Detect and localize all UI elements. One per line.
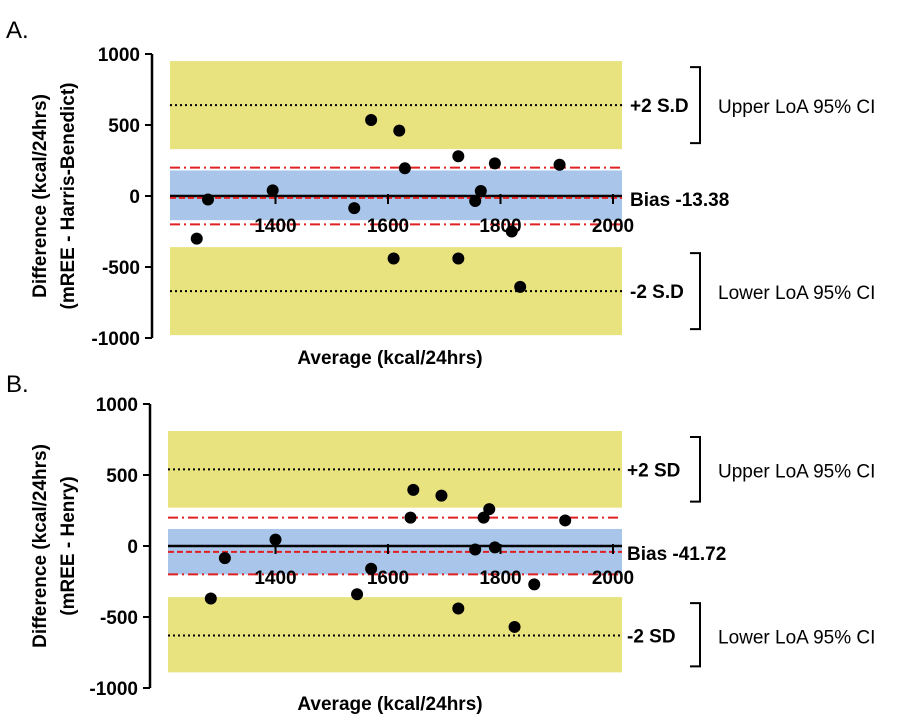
bias-label: Bias -41.72 (627, 544, 726, 565)
data-point (452, 252, 465, 265)
y-tick-label: -500 (102, 258, 140, 279)
panel-label: B. (6, 371, 29, 398)
panel-label: A. (6, 17, 29, 44)
data-point (477, 511, 490, 524)
data-point (190, 232, 203, 245)
data-point (351, 588, 364, 601)
data-point (488, 157, 501, 170)
data-point (266, 184, 279, 197)
y-tick-label: -500 (100, 608, 138, 629)
panel-b: 1400 1600 1800 2000 1000 500 0 -500 -1000 +2 SD -2… (6, 371, 875, 715)
bias-label: Bias -13.38 (630, 190, 729, 211)
x-axis-title: Average (kcal/24hrs) (297, 694, 482, 715)
data-point (553, 158, 566, 171)
y-tick-label: 1000 (98, 45, 140, 66)
upper-loa-label: +2 SD (627, 460, 680, 481)
y-tick-label: 500 (106, 466, 138, 487)
data-point (348, 202, 361, 215)
data-point (469, 194, 482, 207)
data-point (505, 225, 518, 238)
lower-loa-label: -2 SD (627, 626, 676, 647)
data-point (393, 124, 406, 137)
lower-ci-label: Lower LoA 95% CI (718, 627, 875, 648)
data-point (365, 562, 378, 575)
data-point (202, 193, 214, 206)
lower-ci-label: Lower LoA 95% CI (718, 283, 875, 304)
data-point (398, 162, 411, 175)
y-axis-title-line2: (mREE - Henry) (58, 476, 79, 615)
data-point (218, 552, 231, 565)
upper-ci-bracket (690, 435, 701, 503)
lower-ci-bracket (690, 602, 701, 668)
x-tick-label: 2000 (592, 568, 634, 589)
y-axis-title-line2: (mREE - Harris-Benedict) (58, 83, 79, 310)
y-tick-label: 0 (127, 537, 138, 558)
y-tick-label: -1000 (91, 329, 140, 350)
lower-ci-bracket (690, 252, 701, 331)
data-point (365, 114, 378, 127)
data-point (559, 514, 572, 527)
data-point (407, 483, 420, 496)
data-point (488, 541, 501, 554)
x-tick-label: 1600 (367, 216, 409, 237)
data-point (483, 503, 496, 516)
data-point (204, 592, 217, 605)
upper-ci-label: Upper LoA 95% CI (718, 461, 875, 482)
data-point (469, 543, 482, 556)
data-point (452, 150, 465, 163)
x-tick-label: 1400 (254, 216, 296, 237)
upper-loa-label: +2 S.D (630, 96, 689, 117)
y-tick-label: 0 (129, 187, 140, 208)
upper-ci-label: Upper LoA 95% CI (718, 97, 875, 118)
lower-loa-label: -2 S.D (630, 282, 684, 303)
x-axis-title: Average (kcal/24hrs) (297, 348, 482, 369)
data-point (452, 602, 465, 615)
x-tick-label: 1600 (367, 568, 409, 589)
data-point (404, 511, 417, 524)
y-tick-label: -1000 (89, 679, 138, 700)
data-point (508, 620, 521, 633)
y-axis-title-line1: Difference (kcal/24hrs) (30, 444, 51, 648)
data-point (514, 280, 527, 293)
y-axis-title-line1: Difference (kcal/24hrs) (30, 94, 51, 298)
x-tick-label: 1800 (479, 568, 521, 589)
data-point (269, 533, 282, 546)
data-point (435, 489, 448, 502)
data-point (528, 578, 541, 591)
data-point (387, 252, 400, 265)
x-tick-label: 1400 (254, 568, 296, 589)
upper-ci-bracket (690, 66, 701, 145)
data-point (474, 185, 487, 198)
y-tick-label: 500 (108, 116, 140, 137)
x-tick-label: 2000 (592, 216, 634, 237)
y-tick-label: 1000 (96, 395, 138, 416)
